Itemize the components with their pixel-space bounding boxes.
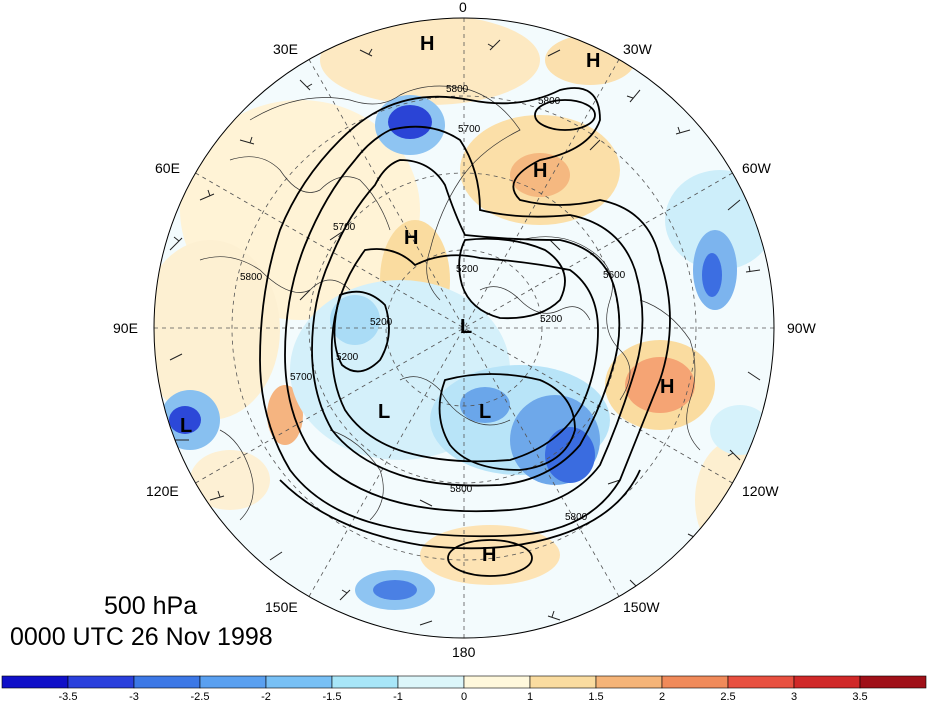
low-pressure-center: L [479, 401, 491, 423]
colorbar-tick-label: -3 [129, 691, 139, 702]
high-pressure-center: H [420, 33, 434, 55]
anomaly-patch [702, 253, 722, 297]
contour-label: 5800 [450, 484, 473, 495]
contour-5700 [284, 125, 644, 513]
colorbar-swatch [661, 675, 729, 689]
contour-5200-west [333, 290, 390, 373]
colorbar-tick-label: -1.5 [323, 691, 342, 702]
low-pressure-center: L [460, 316, 472, 338]
anomaly-patch [510, 153, 570, 197]
colorbar-swatch [793, 675, 861, 689]
wind-barbs [169, 39, 761, 626]
contour-label: 5700 [458, 124, 481, 135]
colorbar-swatch [595, 675, 663, 689]
contour-label: 5800 [565, 512, 588, 523]
contour-label: 5600 [603, 270, 626, 281]
valid-time-caption: 0000 UTC 26 Nov 1998 [10, 623, 273, 651]
contour-label: 5800 [538, 96, 561, 107]
contour-5200-east [438, 373, 576, 471]
colorbar-swatch [529, 675, 597, 689]
contour-5200-center [458, 237, 566, 320]
high-pressure-center: H [482, 544, 496, 566]
longitude-label: 120E [146, 483, 179, 499]
colorbar-tick-label: -1 [393, 691, 403, 702]
longitude-label: 180 [452, 644, 476, 660]
high-pressure-center: H [660, 376, 674, 398]
anomaly-patch [154, 240, 280, 420]
colorbar-tick-label: 1.5 [588, 691, 603, 702]
anomaly-patch [190, 450, 270, 510]
contour-5800-outer [259, 87, 671, 538]
colorbar-tick-label: 3 [791, 691, 797, 702]
low-pressure-center: L [180, 415, 192, 437]
longitude-label: 90E [113, 320, 138, 336]
longitude-label: 30E [273, 41, 298, 57]
longitude-label: 150E [265, 599, 298, 615]
anomaly-patch [267, 385, 303, 445]
colorbar-tick-label: 2 [659, 691, 665, 702]
anomaly-patch [420, 525, 560, 585]
longitude-label: 90W [787, 320, 817, 336]
contour-label: 5200 [540, 314, 563, 325]
anomaly-patch [710, 405, 770, 455]
anomaly-patch [388, 105, 432, 139]
high-pressure-center: H [586, 50, 600, 72]
contour-5800-south [279, 469, 641, 550]
colorbar-swatch [727, 675, 795, 689]
contour-label: 5700 [333, 222, 356, 233]
contour-5600 [311, 159, 621, 487]
coastlines [199, 85, 701, 521]
colorbar-swatch [199, 675, 267, 689]
longitude-label: 0 [459, 0, 467, 15]
anomaly-patch [460, 387, 510, 423]
colorbar-swatch [397, 675, 465, 689]
colorbar-tick-label: -2 [261, 691, 271, 702]
longitude-labels: 0 30W 60W 90W 120W 150W 180 150E 120E 90… [113, 0, 817, 660]
contour-label: 5200 [370, 317, 393, 328]
colorbar-swatch [265, 675, 333, 689]
colorbar-tick-label: 1 [527, 691, 533, 702]
high-pressure-center: H [404, 227, 418, 249]
colorbar-tick-label: -2.5 [191, 691, 210, 702]
contour-label: 5700 [290, 372, 313, 383]
colorbar-swatch [133, 675, 201, 689]
contour-high-closed [534, 99, 596, 131]
low-pressure-center: L [378, 401, 390, 423]
anomaly-patch [169, 406, 201, 434]
anomaly-patch [330, 295, 380, 345]
longitude-label: 120W [742, 483, 779, 499]
contour-label: 5800 [446, 84, 469, 95]
colorbar: -3.5 -3 -2.5 -2 -1.5 -1 0 1 1.5 2 2.5 3 3.5 [1, 675, 927, 702]
contour-label: 5800 [240, 272, 263, 283]
longitude-label: 60E [155, 160, 180, 176]
anomaly-patch [320, 18, 540, 105]
colorbar-tick-label: -3.5 [59, 691, 78, 702]
colorbar-swatch [463, 675, 531, 689]
contour-5400 [330, 248, 599, 463]
pressure-level-caption: 500 hPa [104, 592, 198, 620]
longitude-label: 150W [623, 599, 660, 615]
colorbar-swatch [331, 675, 399, 689]
longitude-label: 60W [742, 160, 772, 176]
contour-high-closed [447, 539, 533, 577]
longitude-label: 30W [623, 41, 653, 57]
colorbar-swatch [859, 675, 927, 689]
colorbar-swatch [1, 675, 69, 689]
map-disk-outline [153, 17, 775, 639]
height-contours [259, 87, 671, 577]
colorbar-tick-label: 3.5 [852, 691, 867, 702]
high-pressure-center: H [533, 160, 547, 182]
colorbar-tick-label: 2.5 [720, 691, 735, 702]
contour-labels: 5800 5800 5700 5200 5200 5800 5700 5200 … [240, 84, 626, 523]
anomaly-patch [625, 357, 695, 413]
pressure-centers: H H H H H H L L L L [180, 33, 674, 566]
anomaly-patch [695, 440, 774, 560]
colorbar-swatch [67, 675, 135, 689]
anomaly-patch [373, 580, 417, 600]
contour-label: 5200 [336, 352, 359, 363]
contour-label: 5200 [456, 264, 479, 275]
colorbar-tick-label: 0 [461, 691, 467, 702]
